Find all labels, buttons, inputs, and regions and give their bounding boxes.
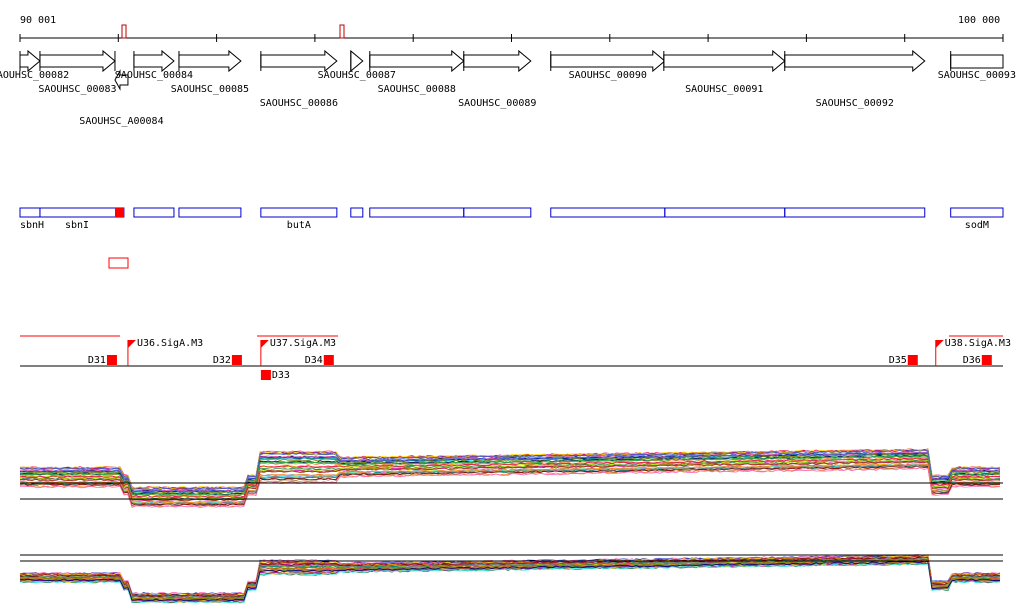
expression-profile-line (19, 467, 1001, 509)
feature-box (133, 207, 175, 218)
expression-profile-line (19, 560, 1001, 602)
promoter-flag-icon (127, 340, 136, 348)
gene-label: SAOUHSC_00086 (260, 98, 338, 109)
terminator-icon (907, 355, 918, 365)
gene-label: SAOUHSC_00090 (569, 70, 647, 81)
promoter-flag-icon (935, 340, 944, 348)
feature-label: butA (287, 220, 311, 231)
expression-profile-line (19, 463, 1001, 505)
expression-profile-line (19, 452, 1001, 493)
gene-arrow (463, 49, 532, 73)
promoter-label: U36.SigA.M3 (137, 338, 203, 349)
feature-marker (115, 208, 124, 217)
terminator-label: D34 (305, 355, 323, 366)
feature-box (19, 207, 41, 218)
terminator-label: D35 (889, 355, 907, 366)
feature-box (664, 207, 786, 218)
terminator-icon (260, 370, 271, 380)
feature-label: sbnI (65, 220, 89, 231)
gene-arrow (178, 49, 242, 73)
feature-box (950, 207, 1004, 218)
axis-start-label: 90 001 (20, 15, 56, 26)
terminator-label: D31 (88, 355, 106, 366)
expression-profile-line (19, 455, 1001, 496)
feature-box (39, 207, 125, 218)
gene-arrow (784, 49, 926, 73)
gene-label: SAOUHSC_00091 (685, 84, 763, 95)
promoter-label: U38.SigA.M3 (945, 338, 1011, 349)
expression-profile-line (19, 449, 1001, 491)
terminator-icon (106, 355, 117, 365)
feature-box (178, 207, 242, 218)
expression-track-1 (19, 448, 1003, 509)
expression-profile-line (19, 562, 1001, 604)
terminator-label: D36 (963, 355, 981, 366)
feature-box (350, 207, 364, 218)
terminator-label: D33 (272, 370, 290, 381)
gene-label: SAOUHSC_00084 (115, 70, 193, 81)
gene-track: SAOUHSC_00082 SAOUHSC_00083 SAOUHSC_A00084… (0, 49, 1016, 127)
gene-arrow (550, 49, 666, 73)
expression-profile-line (19, 457, 1001, 498)
feature-label: sbnH (20, 220, 44, 231)
feature-label: sodM (965, 220, 989, 231)
terminator-icon (323, 355, 334, 365)
terminator-label: D32 (213, 355, 231, 366)
gene-arrow (39, 49, 116, 73)
axis-marker (339, 24, 345, 39)
gene-label: SAOUHSC_00083 (38, 84, 116, 95)
gene-arrow-reverse (114, 69, 129, 91)
axis-marker (121, 24, 127, 39)
feature-box (550, 207, 666, 218)
gene-arrow (133, 49, 175, 73)
gene-label: SAOUHSC_00087 (318, 70, 396, 81)
gene-arrow (260, 49, 338, 73)
highlight-box (108, 257, 129, 269)
gene-label: SAOUHSC_A00084 (79, 116, 163, 127)
expression-profile-line (19, 464, 1001, 505)
axis-end-label: 100 000 (958, 15, 1000, 26)
terminator-icon (981, 355, 992, 365)
gene-label: SAOUHSC_00092 (816, 98, 894, 109)
regulatory-track: U36.SigA.M3 U37.SigA.M3 U38.SigA.M3 D31 D32 D… (20, 335, 1011, 381)
expression-profile-line (19, 463, 1001, 504)
expression-profile-line (19, 560, 1001, 602)
gene-label: SAOUHSC_00088 (378, 84, 456, 95)
gene-label: SAOUHSC_00085 (171, 84, 249, 95)
promoter-label: U37.SigA.M3 (270, 338, 336, 349)
feature-track: sbnH sbnI butA sodM (19, 207, 1004, 231)
coordinate-axis: 90 001 100 000 (19, 15, 1004, 42)
terminator-icon (231, 355, 242, 365)
gene-label: SAOUHSC_00082 (0, 70, 69, 81)
feature-box (369, 207, 465, 218)
gene-arrow (369, 49, 465, 73)
gene-label: SAOUHSC_00093 (938, 70, 1016, 81)
feature-box (784, 207, 926, 218)
gene-arrow (663, 49, 786, 73)
gene-label: SAOUHSC_00089 (458, 98, 536, 109)
promoter-flag-icon (260, 340, 269, 348)
expression-profile-line (19, 460, 1000, 501)
gene-arrow (19, 49, 41, 73)
gene-arrow (350, 49, 364, 73)
feature-box (260, 207, 338, 218)
expression-profile-line (19, 555, 1001, 597)
expression-profile-line (19, 460, 1001, 502)
feature-box (463, 207, 532, 218)
gene-box (950, 54, 1004, 69)
expression-track-2 (19, 553, 1003, 604)
